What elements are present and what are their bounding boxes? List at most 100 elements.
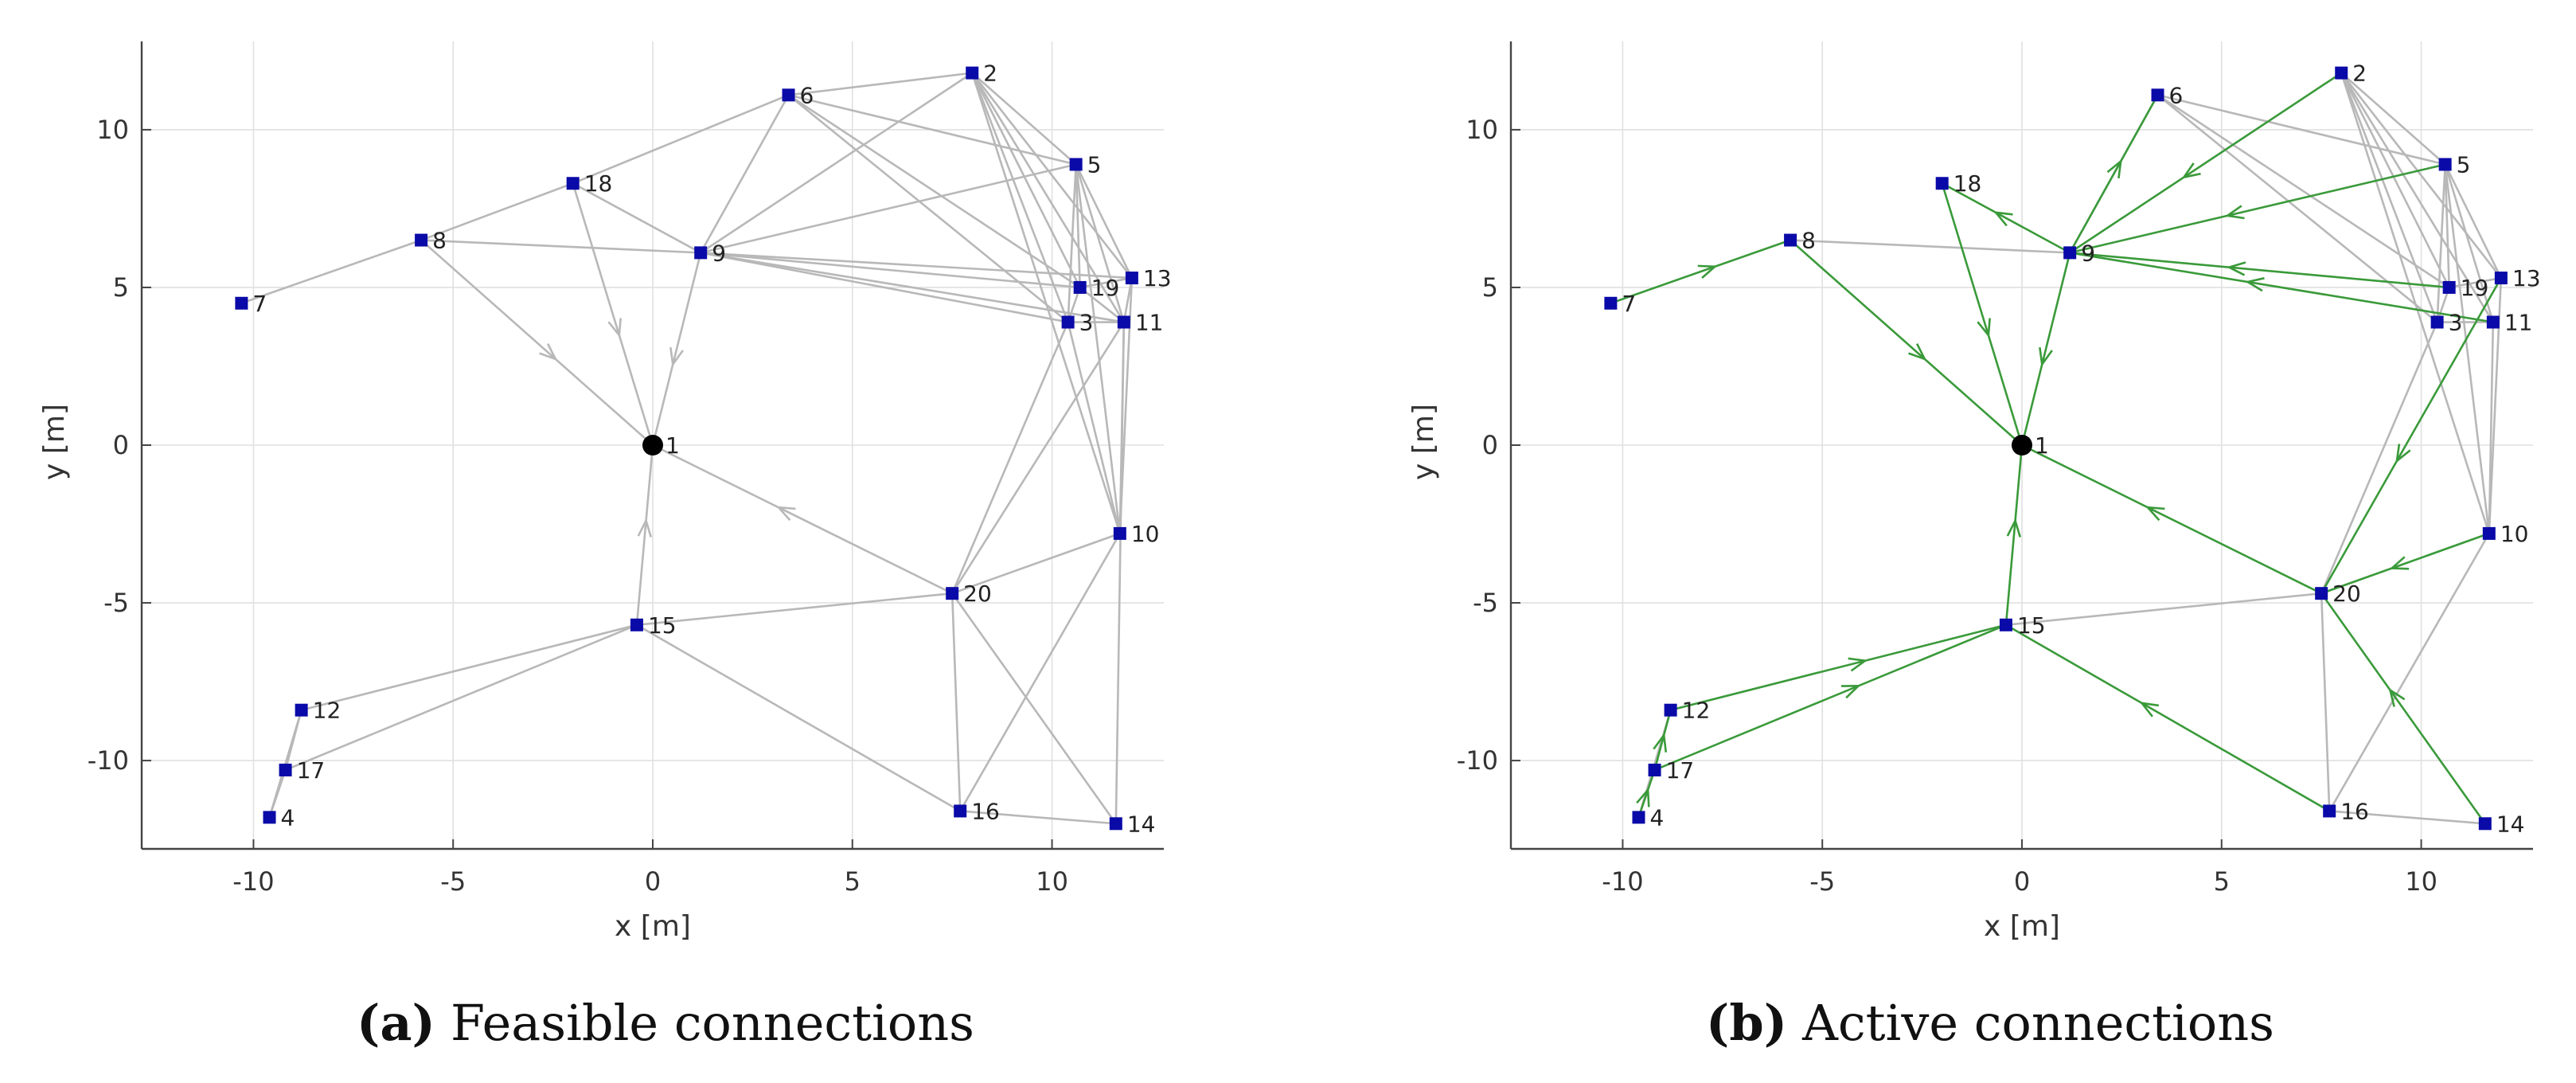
arrow-head xyxy=(539,343,557,361)
edge-11-14 xyxy=(1114,322,1126,824)
edge-19-11 xyxy=(1079,286,1125,323)
directed-edge-9-1 xyxy=(651,252,702,446)
axes-frame xyxy=(140,41,1164,850)
directed-edge-10-20 xyxy=(2320,532,2490,595)
edge-8-18 xyxy=(420,182,574,241)
edge-20-16 xyxy=(2320,593,2331,811)
caption-b: (b) Active connections xyxy=(1706,994,2274,1052)
sensor-node-12 xyxy=(295,703,308,717)
y-tick-label: 5 xyxy=(113,272,129,303)
edge-5-3 xyxy=(2436,164,2446,323)
edge-6-5 xyxy=(788,94,1076,166)
caption-a: (a) Feasible connections xyxy=(357,994,974,1052)
edge-16-14 xyxy=(2329,810,2485,825)
node-label-8: 8 xyxy=(432,228,447,254)
edge-20-14 xyxy=(951,592,1117,825)
edge-layer xyxy=(240,72,1134,825)
edge-18-9 xyxy=(572,182,701,254)
node-label-13: 13 xyxy=(2512,265,2541,291)
edge-18-6 xyxy=(572,94,790,185)
edge-5-11 xyxy=(2444,164,2495,323)
directed-edge-8-1 xyxy=(420,239,654,446)
edge-10-16 xyxy=(2328,533,2490,812)
sensor-node-3 xyxy=(2430,315,2444,329)
edge-5-19 xyxy=(2444,164,2450,287)
edge-8-9 xyxy=(421,239,701,254)
node-label-17: 17 xyxy=(297,757,326,784)
node-label-11: 11 xyxy=(2504,310,2533,336)
sensor-node-2 xyxy=(966,66,979,80)
node-label-5: 5 xyxy=(1087,151,1102,178)
edge-9-19 xyxy=(701,252,1080,289)
directed-edge-20-1 xyxy=(2021,444,2322,595)
edge-2-10 xyxy=(2340,72,2491,534)
node-label-12: 12 xyxy=(313,698,342,724)
edge-9-2 xyxy=(700,72,973,254)
edge-5-19 xyxy=(1075,164,1081,287)
node-label-2: 2 xyxy=(983,61,997,87)
arrow-head xyxy=(2141,702,2160,717)
node-label-16: 16 xyxy=(971,798,1000,824)
sensor-node-18 xyxy=(566,177,580,190)
x-tick-label: -5 xyxy=(440,866,466,897)
edge-2-5 xyxy=(971,72,1077,166)
hub-node-1 xyxy=(642,435,663,455)
sensor-node-19 xyxy=(2442,280,2456,294)
arrow-head xyxy=(1841,684,1860,699)
sensor-node-17 xyxy=(279,763,292,776)
edge-5-10 xyxy=(2444,164,2491,534)
edge-2-10 xyxy=(971,72,1122,534)
directed-edge-14-20 xyxy=(2320,592,2486,825)
edge-2-13 xyxy=(2340,72,2502,279)
directed-edge-19-9 xyxy=(2070,252,2449,289)
sensor-node-6 xyxy=(782,88,795,102)
edge-11-20 xyxy=(951,321,1125,594)
edge-19-13 xyxy=(2449,276,2502,289)
sensor-node-11 xyxy=(2486,315,2500,329)
directed-edge-9-6 xyxy=(2069,94,2159,254)
edge-2-3 xyxy=(971,72,1069,323)
sensor-node-8 xyxy=(415,233,428,247)
node-label-10: 10 xyxy=(2500,521,2529,547)
directed-edge-17-15 xyxy=(1654,624,2007,772)
sensor-node-14 xyxy=(1109,817,1122,831)
sensor-node-3 xyxy=(1061,315,1075,329)
y-tick-label: -5 xyxy=(103,588,129,618)
node-label-19: 19 xyxy=(2461,275,2489,301)
hub-node-1 xyxy=(2012,435,2032,455)
node-label-10: 10 xyxy=(1131,521,1160,547)
x-axis-label: x [m] xyxy=(1984,910,2060,943)
edge-6-5 xyxy=(2157,94,2445,166)
edge-2-19 xyxy=(971,72,1081,288)
arrow-head xyxy=(2246,277,2265,292)
y-tick-label: -10 xyxy=(88,745,129,776)
arrow-head xyxy=(2146,506,2165,522)
arrow-head xyxy=(2389,689,2406,707)
caption-letter-b: (b) xyxy=(1706,994,1787,1052)
node-label-9: 9 xyxy=(712,240,726,266)
node-label-4: 4 xyxy=(281,804,295,831)
node-label-11: 11 xyxy=(1135,310,1164,336)
edge-2-19 xyxy=(2340,72,2450,288)
arrow-head xyxy=(1636,788,1650,807)
sensor-node-16 xyxy=(2323,804,2336,818)
sensor-node-7 xyxy=(235,296,248,310)
edge-9-11 xyxy=(700,252,1125,323)
edge-15-16 xyxy=(636,624,961,812)
x-axis-label: x [m] xyxy=(615,910,691,943)
sensor-node-5 xyxy=(2438,158,2452,171)
x-tick-label: 0 xyxy=(645,866,661,897)
sensor-node-7 xyxy=(1604,296,1618,310)
edge-8-9 xyxy=(1790,239,2071,254)
edge-6-3 xyxy=(2156,94,2438,323)
arrow-head xyxy=(2395,444,2411,463)
edge-3-10 xyxy=(1067,322,1122,534)
arrow-head xyxy=(2183,162,2201,178)
y-tick-label: -5 xyxy=(1473,588,1498,618)
node-label-7: 7 xyxy=(1622,291,1636,317)
edge-5-13 xyxy=(1075,163,1134,279)
y-tick-label: 5 xyxy=(1482,272,1498,303)
node-label-4: 4 xyxy=(1650,804,1665,831)
